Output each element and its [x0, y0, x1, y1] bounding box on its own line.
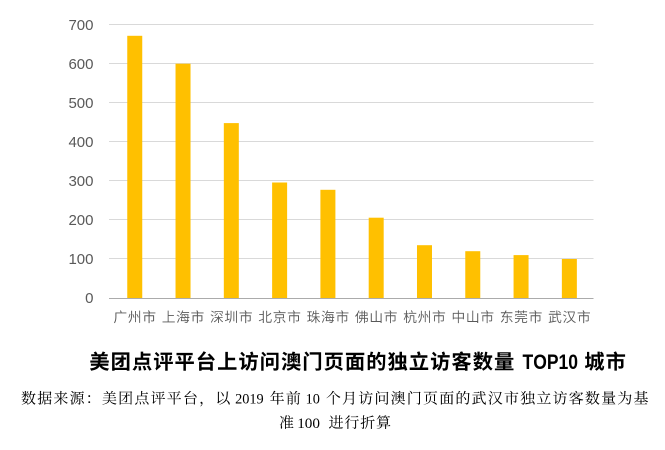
svg-text:100: 100 — [297, 415, 320, 432]
svg-text:2019: 2019 — [235, 392, 264, 408]
svg-text:600: 600 — [68, 56, 93, 73]
svg-text:100: 100 — [68, 251, 93, 268]
svg-text:500: 500 — [68, 95, 93, 112]
svg-text:200: 200 — [68, 212, 93, 229]
svg-text:400: 400 — [68, 134, 93, 151]
svg-text:700: 700 — [68, 17, 93, 34]
svg-text:10: 10 — [306, 392, 320, 408]
svg-text:TOP10: TOP10 — [523, 351, 579, 374]
svg-text:0: 0 — [85, 290, 93, 307]
svg-text:300: 300 — [68, 173, 93, 190]
